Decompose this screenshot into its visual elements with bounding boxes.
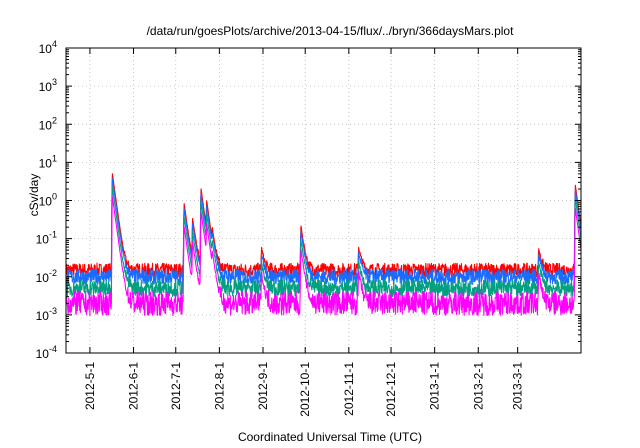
- x-tick-label: 2012-7-1: [169, 362, 183, 410]
- y-tick-label: 104: [39, 39, 57, 56]
- series-line-red: [65, 173, 582, 278]
- y-tick-label: 10-3: [36, 306, 57, 323]
- y-tick-label: 10-2: [36, 268, 57, 285]
- x-axis: 2012-5-1 2012-6-1 2012-7-1 2012-8-1 2012-9-1…: [83, 48, 525, 417]
- series-line-magenta: [65, 196, 582, 317]
- series-line-blue: [65, 178, 582, 285]
- y-tick-label: 100: [39, 192, 57, 209]
- y-tick-label: 10-1: [36, 230, 57, 247]
- x-tick-label: 2012-10-1: [298, 362, 312, 417]
- y-tick-label: 102: [39, 115, 57, 132]
- x-tick-label: 2012-6-1: [127, 362, 141, 410]
- y-axis-label: cSv/day: [27, 174, 41, 217]
- y-axis: 10-4 10-3 10-2 10-1 100 101 102 103 104: [36, 39, 581, 361]
- y-tick-label: 10-4: [36, 344, 57, 361]
- x-tick-label: 2012-11-1: [342, 362, 356, 416]
- chart-title: /data/run/goesPlots/archive/2013-04-15/f…: [147, 24, 515, 38]
- x-tick-label: 2013-3-1: [511, 362, 525, 410]
- y-tick-label: 103: [39, 77, 57, 94]
- grid: [66, 48, 581, 353]
- x-axis-label: Coordinated Universal Time (UTC): [238, 430, 422, 444]
- x-tick-label: 2012-9-1: [256, 362, 270, 410]
- x-tick-label: 2012-12-1: [384, 362, 398, 417]
- x-tick-label: 2012-5-1: [83, 362, 97, 410]
- y-tick-label: 101: [39, 153, 57, 170]
- plot-series: [65, 173, 582, 317]
- x-tick-label: 2013-1-1: [428, 362, 442, 410]
- x-tick-label: 2012-8-1: [212, 362, 226, 410]
- x-tick-label: 2013-2-1: [471, 362, 485, 410]
